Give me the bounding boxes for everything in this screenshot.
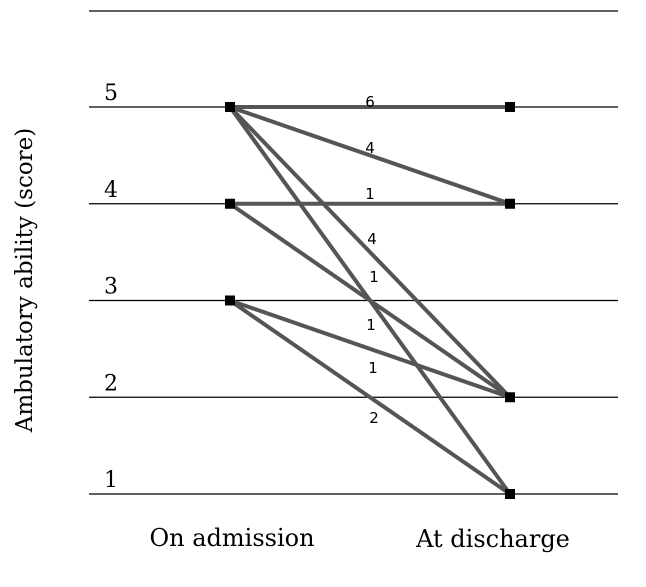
discharge-marker <box>505 198 515 209</box>
flow-line <box>228 201 512 400</box>
flow-count-label: 2 <box>369 409 379 427</box>
flow-line <box>228 298 512 496</box>
flow-line <box>228 298 512 400</box>
discharge-marker <box>505 392 515 403</box>
y-tick-label: 4 <box>104 178 118 203</box>
flow-layer <box>228 105 512 496</box>
admission-marker <box>225 102 235 112</box>
flow-count-label: 1 <box>366 316 376 334</box>
x-category-label-discharge: At discharge <box>415 525 570 553</box>
flow-count-label: 1 <box>369 268 379 286</box>
flow-line <box>228 105 512 400</box>
flow-line <box>228 105 512 206</box>
discharge-marker <box>505 102 515 112</box>
flow-count-label: 1 <box>368 359 378 377</box>
y-tick-label: 2 <box>104 371 118 396</box>
flow-count-label: 1 <box>365 185 375 203</box>
y-tick-label: 1 <box>104 468 118 493</box>
x-category-label-admission: On admission <box>149 524 314 552</box>
marker-layer <box>225 102 515 499</box>
grid-layer <box>89 10 618 495</box>
y-axis-label: Ambulatory ability (score) <box>12 128 38 434</box>
flow-count-label: 6 <box>365 93 375 111</box>
y-tick-label: 3 <box>104 275 118 300</box>
flow-count-label: 4 <box>365 139 375 157</box>
flow-count-label: 4 <box>367 230 377 248</box>
admission-marker <box>225 295 235 306</box>
y-tick-label: 5 <box>104 81 118 106</box>
admission-marker <box>225 198 235 209</box>
label-layer: 1 2 3 4 5 6 4 1 4 1 1 1 2 <box>104 81 379 493</box>
discharge-marker <box>505 489 515 499</box>
